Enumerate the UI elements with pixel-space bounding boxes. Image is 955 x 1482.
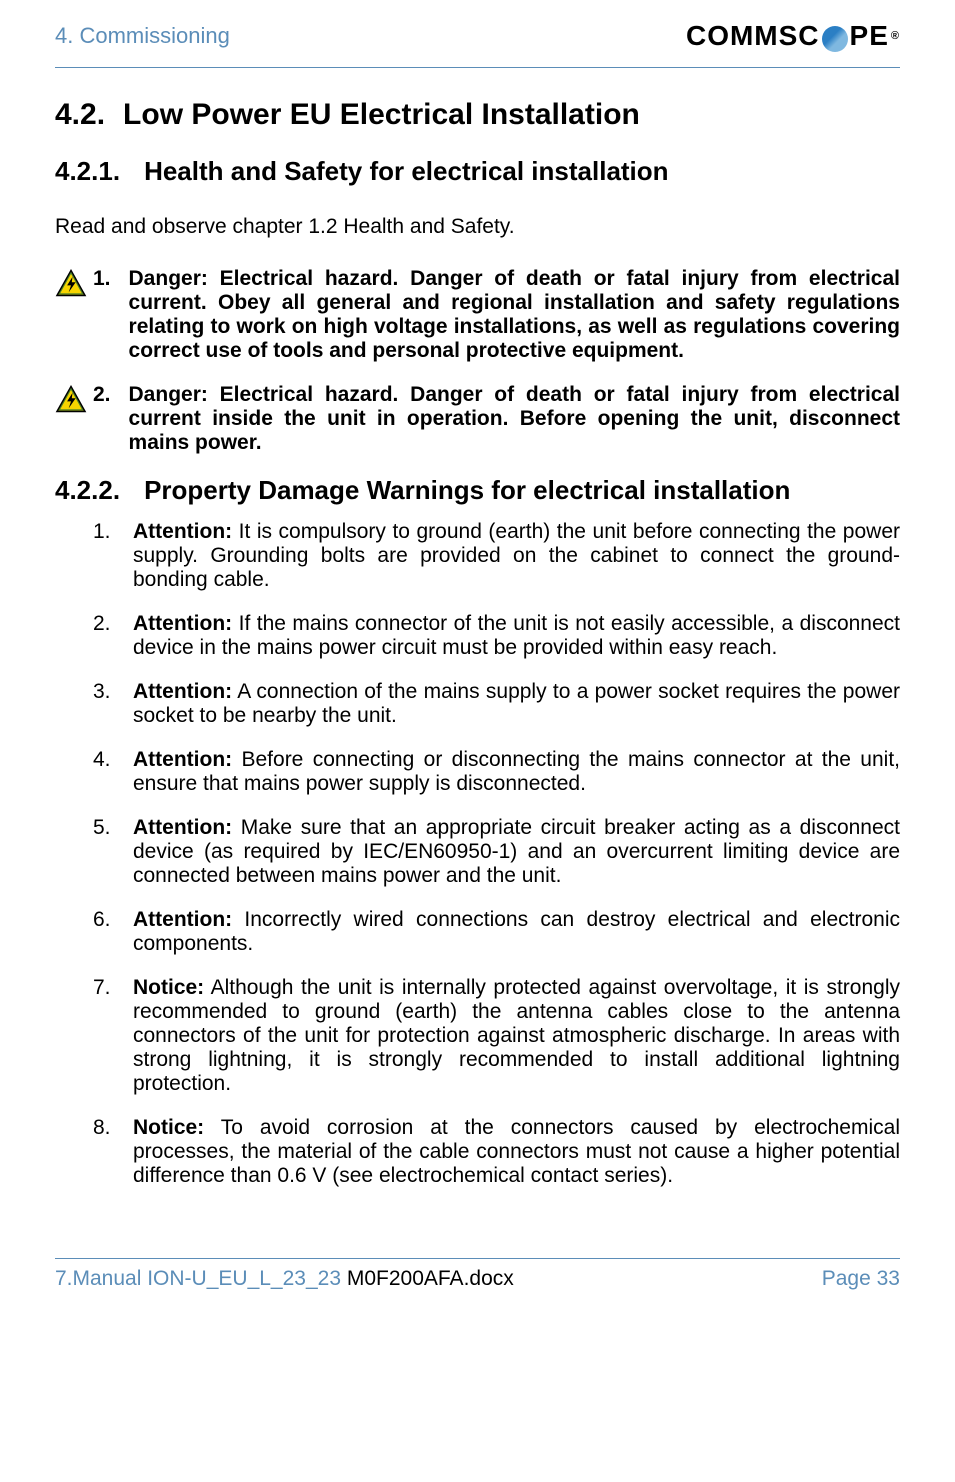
- list-body: Attention: A connection of the mains sup…: [133, 680, 900, 728]
- list-text: Incorrectly wired connections can destro…: [133, 908, 900, 955]
- footer-filename: 7.Manual ION-U_EU_L_23_23 M0F200AFA.docx: [55, 1267, 514, 1291]
- danger-block: 1. Danger: Electrical hazard. Danger of …: [55, 267, 900, 363]
- list-body: Notice: To avoid corrosion at the connec…: [133, 1116, 900, 1188]
- logo-text-before: COMMSC: [686, 20, 820, 52]
- footer-filename-black: M0F200AFA.docx: [347, 1267, 514, 1290]
- list-body: Attention: Make sure that an appropriate…: [133, 816, 900, 888]
- intro-paragraph: Read and observe chapter 1.2 Health and …: [55, 215, 900, 239]
- list-item: 7. Notice: Although the unit is internal…: [93, 976, 900, 1096]
- danger-block: 2. Danger: Electrical hazard. Danger of …: [55, 383, 900, 455]
- list-body: Attention: It is compulsory to ground (e…: [133, 520, 900, 592]
- list-text: It is compulsory to ground (earth) the u…: [133, 520, 900, 591]
- footer-page-number: Page 33: [822, 1267, 900, 1291]
- logo-registered-icon: ®: [891, 30, 900, 42]
- list-number: 7.: [93, 976, 115, 1096]
- list-lead: Attention:: [133, 612, 232, 635]
- heading-4-2: 4.2. Low Power EU Electrical Installatio…: [55, 98, 900, 132]
- logo-globe-icon: [822, 26, 848, 52]
- list-lead: Notice:: [133, 1116, 204, 1139]
- list-body: Attention: If the mains connector of the…: [133, 612, 900, 660]
- list-number: 8.: [93, 1116, 115, 1188]
- danger-item: 2. Danger: Electrical hazard. Danger of …: [93, 383, 900, 455]
- list-text: Although the unit is internally protecte…: [133, 976, 900, 1095]
- list-item: 1. Attention: It is compulsory to ground…: [93, 520, 900, 592]
- list-text: A connection of the mains supply to a po…: [133, 680, 900, 727]
- list-lead: Attention:: [133, 520, 232, 543]
- list-lead: Attention:: [133, 908, 232, 931]
- list-number: 6.: [93, 908, 115, 956]
- commscope-logo: COMMSC PE ®: [686, 20, 900, 52]
- list-number: 1.: [93, 267, 111, 363]
- list-lead: Notice:: [133, 976, 204, 999]
- header-section-title: 4. Commissioning: [55, 23, 230, 49]
- list-body: Attention: Incorrectly wired connections…: [133, 908, 900, 956]
- list-number: 1.: [93, 520, 115, 592]
- list-item: 6. Attention: Incorrectly wired connecti…: [93, 908, 900, 956]
- heading-text: Health and Safety for electrical install…: [144, 156, 668, 187]
- list-lead: Attention:: [133, 816, 232, 839]
- heading-number: 4.2.2.: [55, 475, 120, 506]
- danger-text: Danger: Electrical hazard. Danger of dea…: [129, 383, 900, 455]
- heading-4-2-2: 4.2.2. Property Damage Warnings for elec…: [55, 475, 900, 506]
- list-text: To avoid corrosion at the connectors cau…: [133, 1116, 900, 1187]
- list-item: 8. Notice: To avoid corrosion at the con…: [93, 1116, 900, 1188]
- page-header: 4. Commissioning COMMSC PE ®: [55, 20, 900, 68]
- list-item: 5. Attention: Make sure that an appropri…: [93, 816, 900, 888]
- heading-number: 4.2.: [55, 98, 105, 132]
- page-footer: 7.Manual ION-U_EU_L_23_23 M0F200AFA.docx…: [55, 1258, 900, 1291]
- list-item: 2. Attention: If the mains connector of …: [93, 612, 900, 660]
- list-text: If the mains connector of the unit is no…: [133, 612, 900, 659]
- electrical-hazard-icon: [55, 385, 87, 413]
- heading-text: Low Power EU Electrical Installation: [123, 98, 640, 132]
- list-number: 5.: [93, 816, 115, 888]
- danger-item: 1. Danger: Electrical hazard. Danger of …: [93, 267, 900, 363]
- list-lead: Attention:: [133, 748, 232, 771]
- electrical-hazard-icon: [55, 269, 87, 297]
- list-lead: Attention:: [133, 680, 232, 703]
- heading-4-2-1: 4.2.1. Health and Safety for electrical …: [55, 156, 900, 187]
- list-body: Notice: Although the unit is internally …: [133, 976, 900, 1096]
- list-text: Before connecting or disconnecting the m…: [133, 748, 900, 795]
- list-number: 4.: [93, 748, 115, 796]
- list-item: 4. Attention: Before connecting or disco…: [93, 748, 900, 796]
- list-item: 3. Attention: A connection of the mains …: [93, 680, 900, 728]
- heading-text: Property Damage Warnings for electrical …: [144, 475, 790, 506]
- list-text: Make sure that an appropriate circuit br…: [133, 816, 900, 887]
- list-number: 3.: [93, 680, 115, 728]
- list-body: Attention: Before connecting or disconne…: [133, 748, 900, 796]
- footer-filename-blue: 7.Manual ION-U_EU_L_23_23: [55, 1267, 347, 1290]
- logo-text-after: PE: [850, 20, 889, 52]
- danger-text: Danger: Electrical hazard. Danger of dea…: [129, 267, 900, 363]
- list-number: 2.: [93, 612, 115, 660]
- list-number: 2.: [93, 383, 111, 455]
- heading-number: 4.2.1.: [55, 156, 120, 187]
